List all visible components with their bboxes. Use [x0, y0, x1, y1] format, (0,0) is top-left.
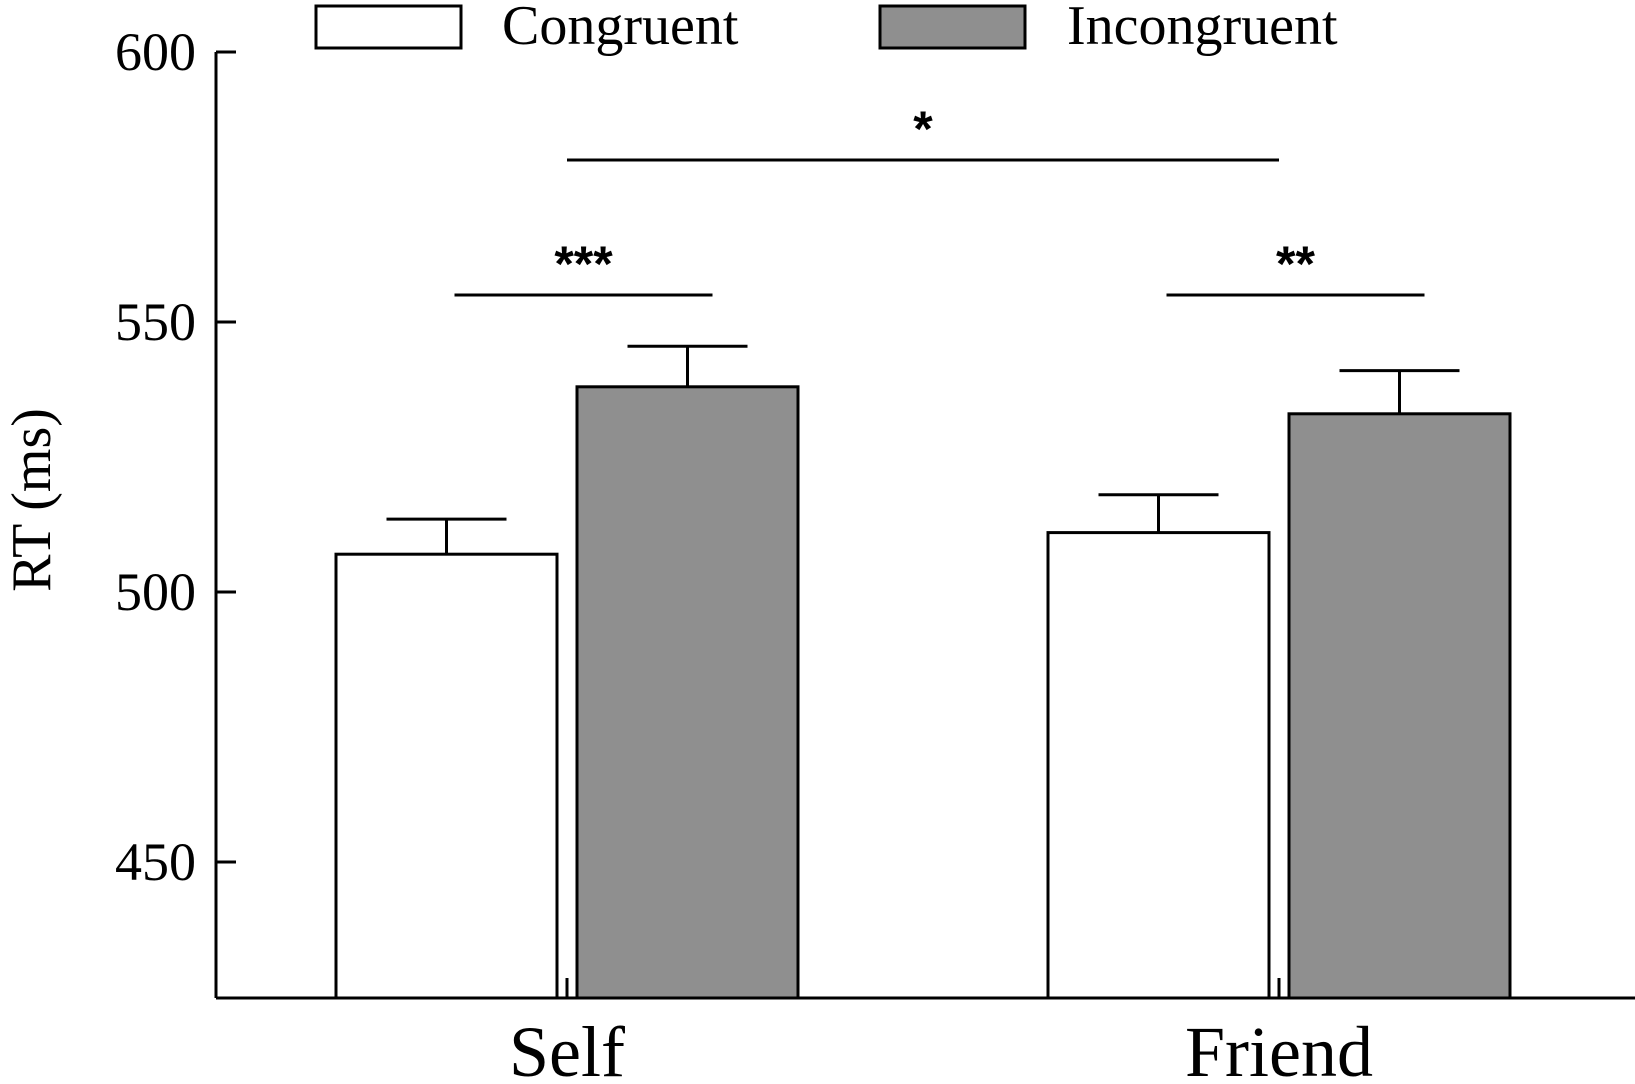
bar-incongruent-self [575, 385, 800, 1000]
legend-label-incongruent: Incongruent [1067, 0, 1338, 57]
x-tick-label-self: Self [509, 1012, 625, 1084]
y-axis-title: RT (ms) [1, 408, 63, 592]
bars [334, 344, 1512, 1000]
bar-congruent-friend [1046, 531, 1271, 1000]
significance-label-0: *** [554, 236, 613, 292]
y-tick-label-600: 600 [115, 22, 196, 82]
legend-swatch-incongruent [878, 4, 1027, 50]
legend-label-congruent: Congruent [502, 0, 739, 57]
legend-swatch-congruent [314, 4, 463, 50]
significance-label-2: * [913, 101, 933, 157]
bar-incongruent-friend [1287, 412, 1512, 1000]
y-tick-label-500: 500 [115, 562, 196, 622]
bar-congruent-self [334, 552, 559, 1000]
x-tick-label-friend: Friend [1185, 1012, 1373, 1084]
significance-annotations: *** *** [454, 101, 1425, 297]
y-tick-label-550: 550 [115, 292, 196, 352]
significance-label-1: ** [1276, 236, 1315, 292]
axes: 450 500 550 600 Self Friend [115, 22, 1635, 1084]
legend: Congruent Incongruent [314, 0, 1338, 57]
y-tick-label-450: 450 [115, 832, 196, 892]
